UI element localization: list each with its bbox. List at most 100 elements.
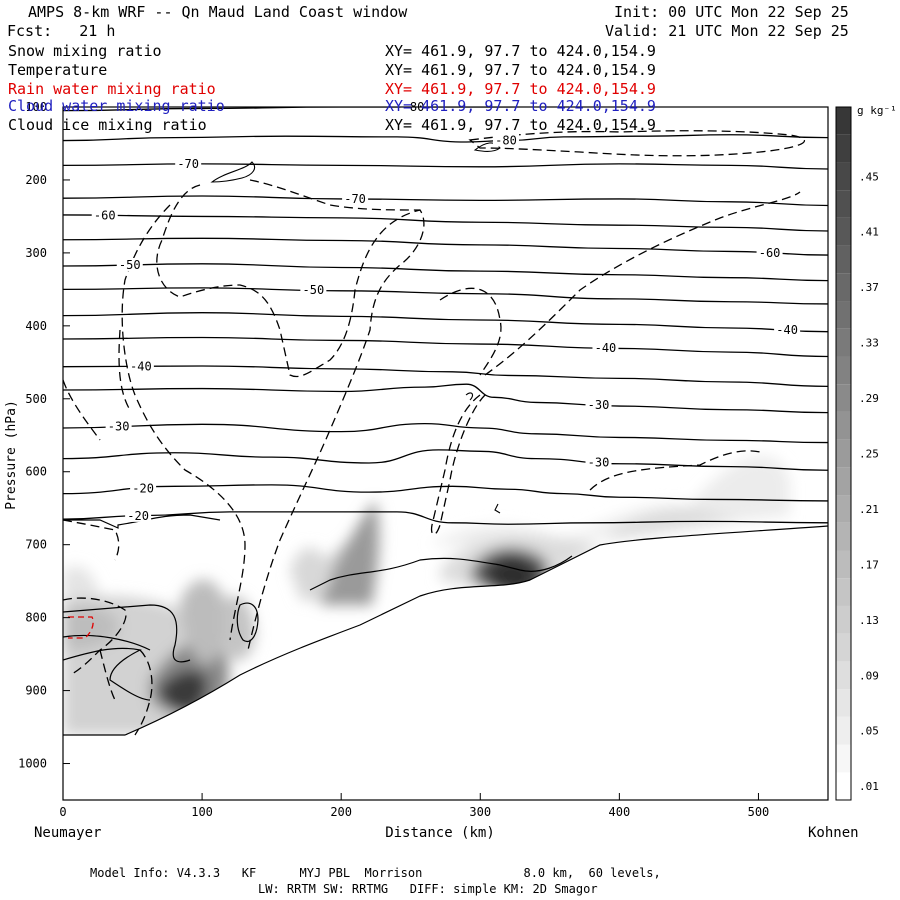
y-tick-label: 1000 <box>18 757 47 771</box>
x-end-label: Kohnen <box>808 825 859 841</box>
colorbar-segment <box>836 605 851 634</box>
colorbar-segment <box>836 162 851 191</box>
x-tick-label: 300 <box>469 805 491 819</box>
cloud-ice-contours <box>63 130 805 736</box>
colorbar-segment <box>836 661 851 690</box>
colorbar-segment <box>836 467 851 496</box>
colorbar-tick-label: .41 <box>859 226 879 239</box>
terrain-mask <box>63 535 828 800</box>
temperature-label: -20 <box>127 509 149 523</box>
snow-mixing-ratio-shading <box>63 456 790 735</box>
temperature-label: -60 <box>94 208 116 222</box>
y-tick-label: 600 <box>25 465 47 479</box>
temperature-label: -50 <box>303 283 325 297</box>
x-tick-label: 500 <box>748 805 770 819</box>
legend-label-snow: Snow mixing ratio <box>8 42 162 60</box>
y-tick-label: 200 <box>25 173 47 187</box>
legend-xy-rain: XY= 461.9, 97.7 to 424.0,154.9 <box>385 80 656 98</box>
small-contour-loops <box>210 142 501 514</box>
colorbar-segment <box>836 633 851 662</box>
x-tick-label: 100 <box>191 805 213 819</box>
valid-time: Valid: 21 UTC Mon 22 Sep 25 <box>605 22 849 40</box>
colorbar-tick-label: .17 <box>859 558 879 571</box>
colorbar-segment <box>836 245 851 274</box>
colorbar-segment <box>836 744 851 773</box>
colorbar-segment <box>836 107 851 135</box>
colorbar-segment <box>836 772 851 800</box>
temperature-contour-line <box>63 195 828 207</box>
plot-frame <box>62 106 829 801</box>
colorbar-tick-label: .13 <box>859 614 879 627</box>
legend-xy-snow: XY= 461.9, 97.7 to 424.0,154.9 <box>385 42 656 60</box>
colorbar-segment <box>836 190 851 218</box>
y-tick-label: 300 <box>25 246 47 260</box>
model-info: Model Info: V4.3.3 KF MYJ PBL Morrison 8… <box>90 866 661 880</box>
temperature-contour-line <box>63 134 828 143</box>
temperature-label: -30 <box>588 398 610 412</box>
x-tick-label: 200 <box>330 805 352 819</box>
colorbar-segment <box>836 328 851 357</box>
y-tick-label: 700 <box>25 538 47 552</box>
y-tick-label: 100 <box>25 100 47 114</box>
colorbar-segment <box>836 356 851 385</box>
colorbar-segment <box>836 578 851 606</box>
temperature-contour-line <box>63 107 560 112</box>
temperature-label: -50 <box>119 258 141 272</box>
temperature-label: -60 <box>759 246 781 260</box>
x-axis: 0 100 200 300 400 500 <box>59 793 769 819</box>
colorbar-segment <box>836 495 851 523</box>
temperature-contour-line <box>63 383 828 414</box>
colorbar: .01 .05 .09 .13 .17 .21 .25 .29 .33 .37 .41 .45 g kg… <box>835 104 897 801</box>
temperature-contour-line <box>63 237 828 256</box>
colorbar-segment <box>836 301 851 329</box>
legend-xy-temperature: XY= 461.9, 97.7 to 424.0,154.9 <box>385 61 656 79</box>
rain-water-contour <box>68 616 94 639</box>
chart-title: AMPS 8-km WRF -- Qn Maud Land Coast wind… <box>28 3 408 21</box>
legend-label-cloud-ice: Cloud ice mixing ratio <box>8 116 207 134</box>
colorbar-tick-label: .09 <box>859 669 879 682</box>
temperature-label: -30 <box>588 455 610 469</box>
y-axis-title: Pressure (hPa) <box>4 400 19 510</box>
x-tick-label: 400 <box>609 805 631 819</box>
legend-xy-cloud-water: XY= 461.9, 97.7 to 424.0,154.9 <box>385 97 656 115</box>
colorbar-segment <box>836 716 851 745</box>
temperature-label: -40 <box>776 323 798 337</box>
colorbar-segment <box>836 134 851 163</box>
temperature-contour-line <box>63 365 828 388</box>
colorbar-segment <box>836 522 851 551</box>
colorbar-segment <box>836 411 851 440</box>
colorbar-tick-label: .29 <box>859 392 879 405</box>
colorbar-tick-label: .21 <box>859 503 879 516</box>
temperature-label: -70 <box>344 192 366 206</box>
model-physics: LW: RRTM SW: RRTMG DIFF: simple KM: 2D S… <box>258 882 598 896</box>
x-axis-title: Distance (km) <box>385 825 495 841</box>
temperature-label: -80 <box>495 134 517 148</box>
temperature-contour-line <box>63 312 828 333</box>
x-start-label: Neumayer <box>34 825 101 841</box>
x-tick-label: 0 <box>59 805 66 819</box>
colorbar-segment <box>836 273 851 302</box>
temperature-contour-line <box>63 422 828 444</box>
colorbar-unit: g kg⁻¹ <box>857 104 897 117</box>
y-tick-label: 900 <box>25 684 47 698</box>
temperature-contour-line <box>63 163 828 170</box>
temperature-contour-line <box>63 511 828 525</box>
colorbar-tick-label: .05 <box>859 725 879 738</box>
colorbar-tick-label: .25 <box>859 448 879 461</box>
temperature-label: -40 <box>130 359 152 373</box>
colorbar-tick-label: .01 <box>859 780 879 793</box>
forecast-hour: Fcst: 21 h <box>7 22 116 40</box>
y-tick-label: 400 <box>25 319 47 333</box>
temperature-contour-line <box>63 484 828 502</box>
temperature-contour-line <box>63 287 828 305</box>
legend-label-temperature: Temperature <box>8 61 108 79</box>
y-tick-label: 800 <box>25 611 47 625</box>
colorbar-segment <box>836 439 851 468</box>
temperature-label: -20 <box>132 481 154 495</box>
colorbar-segment <box>836 217 851 246</box>
colorbar-segment <box>836 689 851 717</box>
temperature-contour-line <box>63 336 828 358</box>
temperature-label: -70 <box>177 157 199 171</box>
terrain-outline <box>63 525 829 736</box>
